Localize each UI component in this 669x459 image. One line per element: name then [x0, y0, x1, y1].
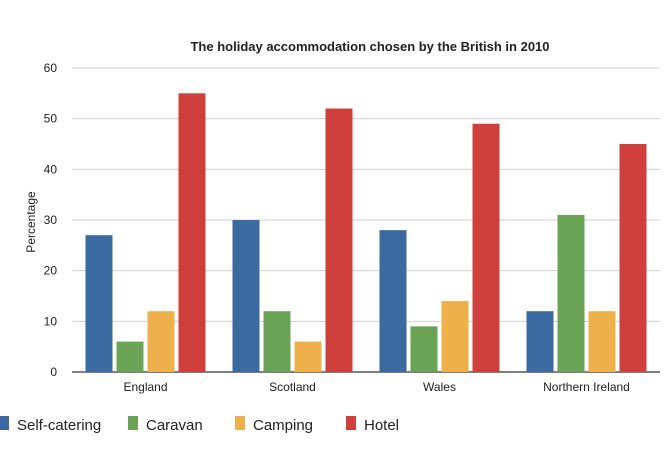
bar-camping-england: [147, 311, 175, 372]
bar-self-catering-northern-ireland: [526, 311, 554, 372]
x-tick-label: England: [123, 380, 167, 394]
chart-title: The holiday accommodation chosen by the …: [190, 39, 549, 54]
y-tick-label: 0: [50, 365, 57, 379]
bar-camping-scotland: [294, 341, 322, 372]
y-tick-label: 60: [44, 61, 58, 75]
bar-hotel-wales: [472, 123, 500, 372]
x-tick-label: Scotland: [269, 380, 316, 394]
bar-camping-northern-ireland: [588, 311, 616, 372]
legend-swatch: [235, 416, 245, 430]
legend-label: Camping: [253, 417, 313, 434]
legend-label: Self-catering: [17, 417, 101, 434]
y-tick-label: 10: [44, 314, 58, 328]
y-tick-label: 40: [44, 162, 58, 176]
bar-self-catering-england: [85, 235, 113, 372]
legend-swatch: [346, 416, 356, 430]
bar-hotel-northern-ireland: [619, 144, 647, 372]
bar-caravan-wales: [410, 326, 438, 372]
bar-caravan-england: [116, 341, 144, 372]
y-tick-label: 50: [44, 112, 58, 126]
legend-swatch: [128, 416, 138, 430]
x-tick-label: Northern Ireland: [543, 380, 630, 394]
x-tick-label: Wales: [423, 380, 456, 394]
bar-caravan-northern-ireland: [557, 214, 585, 372]
bar-hotel-england: [178, 93, 206, 372]
bar-self-catering-scotland: [232, 220, 260, 372]
y-tick-label: 20: [44, 264, 58, 278]
bar-camping-wales: [441, 301, 469, 372]
bar-caravan-scotland: [263, 311, 291, 372]
legend-label: Caravan: [146, 417, 203, 434]
y-tick-label: 30: [44, 213, 58, 227]
bar-self-catering-wales: [379, 230, 407, 372]
legend-swatch: [0, 416, 9, 430]
y-axis-label: Percentage: [24, 191, 38, 253]
bar-hotel-scotland: [325, 108, 353, 373]
legend-label: Hotel: [364, 417, 399, 434]
